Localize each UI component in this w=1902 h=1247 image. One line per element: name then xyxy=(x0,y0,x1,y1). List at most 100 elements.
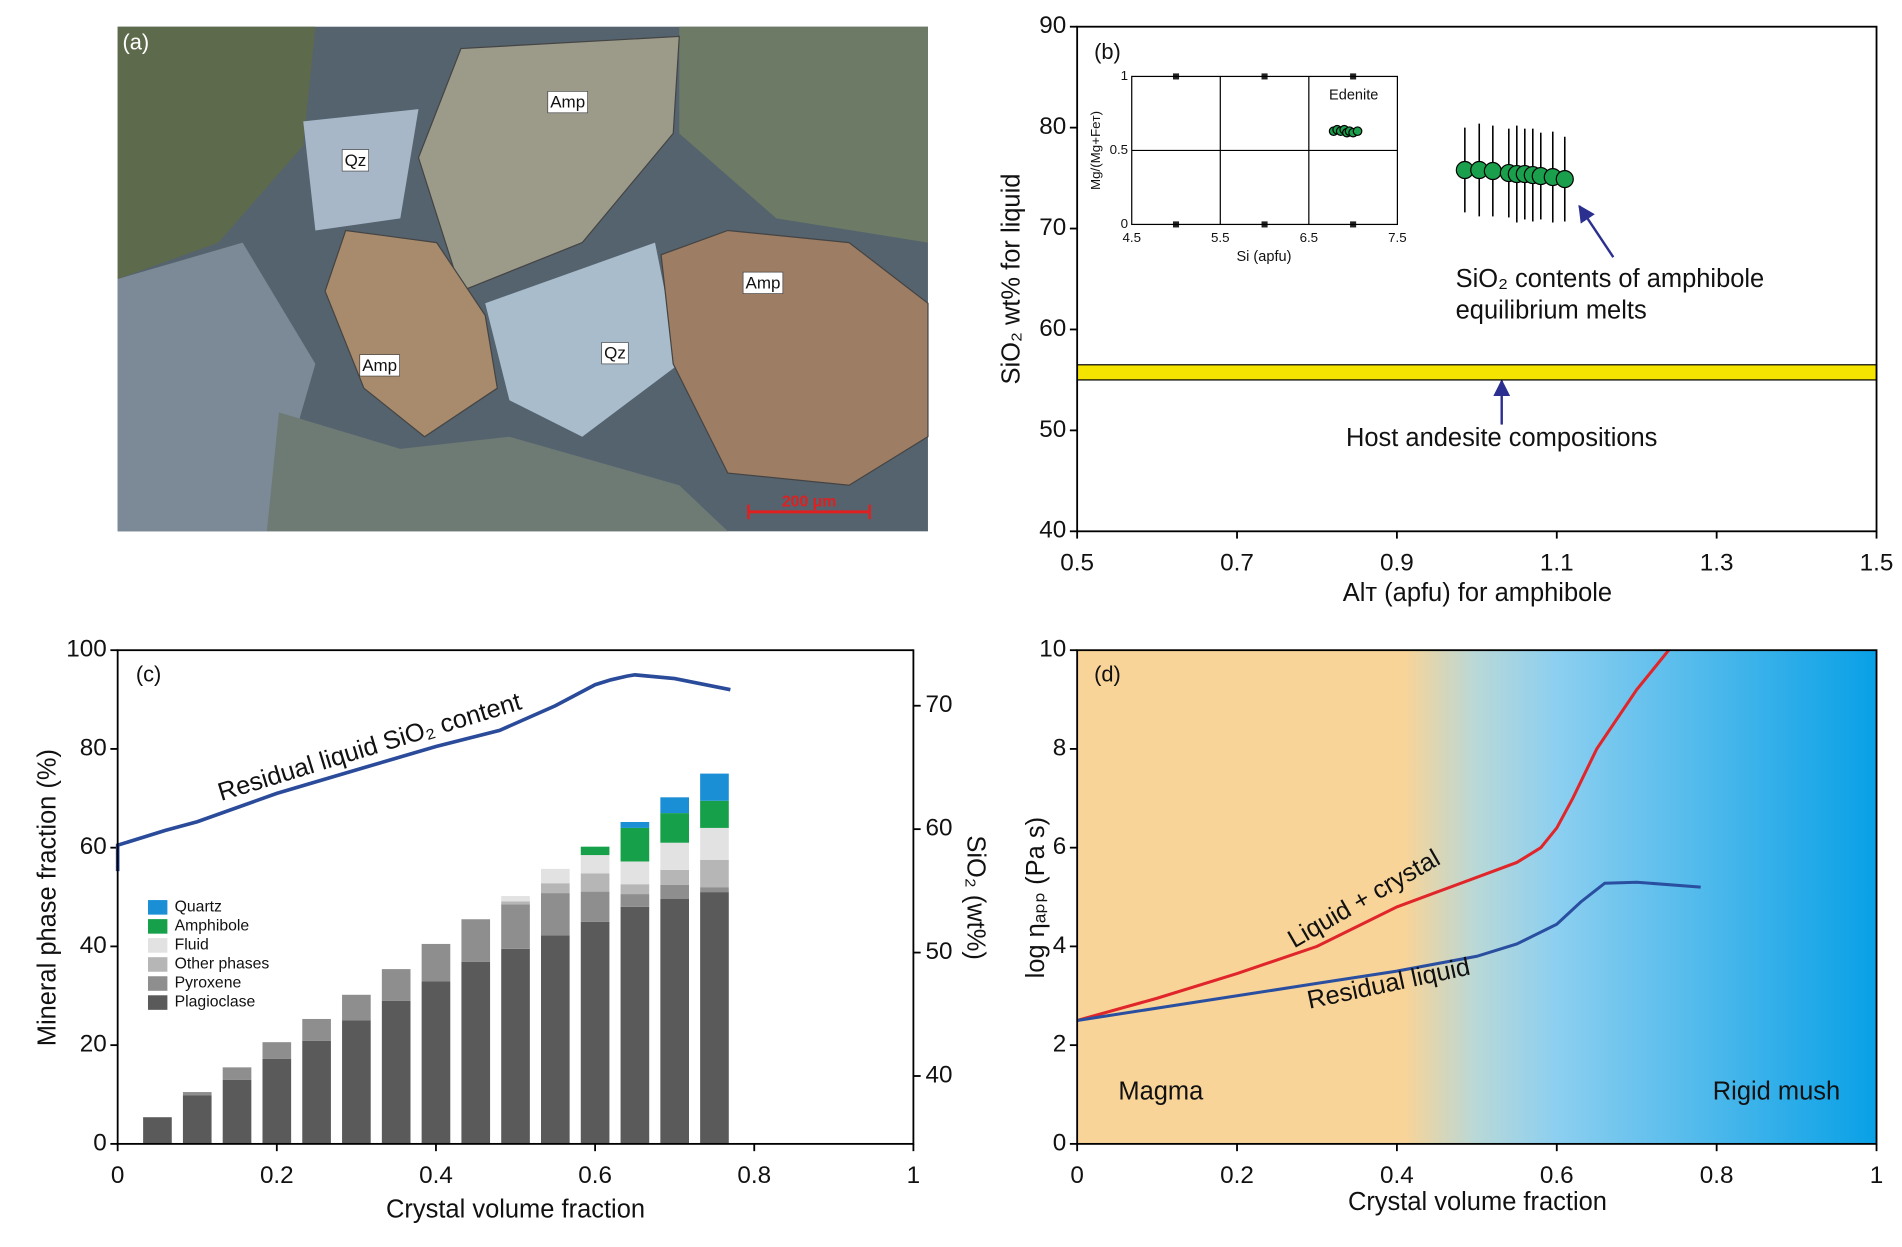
x-tick-label: 5.5 xyxy=(1211,230,1230,245)
bar-segment xyxy=(700,827,729,861)
x-tick-label: 0.2 xyxy=(1220,1162,1254,1189)
panel-label: (c) xyxy=(136,661,161,686)
point xyxy=(1483,161,1502,181)
y-axis-label: log ηₐₚₚ (Pa s) xyxy=(1022,817,1050,979)
bar-segment xyxy=(381,969,411,1001)
bar-segment xyxy=(580,891,610,922)
x-tick-label: 0 xyxy=(1070,1162,1084,1189)
band xyxy=(1076,364,1878,381)
x-tick-label: 0.7 xyxy=(1220,549,1254,576)
photo-grain xyxy=(117,26,316,280)
point xyxy=(1555,169,1574,189)
x-tick-label: 1 xyxy=(1870,1162,1884,1189)
x-tick-label: 7.5 xyxy=(1388,230,1407,245)
micrograph: 200 μm (a) Amp Qz Amp Amp Qz xyxy=(117,26,929,532)
bar-segment xyxy=(262,1042,292,1059)
x-tick-label: 1 xyxy=(907,1162,921,1189)
photo-grain xyxy=(679,26,928,243)
x-tick-label: 6.5 xyxy=(1300,230,1319,245)
photo-label-box xyxy=(547,91,588,114)
legend-label: Amphibole xyxy=(175,918,250,935)
x-tick-label: 0.2 xyxy=(260,1162,294,1189)
bar-segment xyxy=(421,943,451,982)
x-tick-label: 0.8 xyxy=(1700,1162,1734,1189)
y-tick-label: 0 xyxy=(93,1129,107,1156)
photo-label-box xyxy=(359,354,400,377)
legend-label: Pyroxene xyxy=(175,975,242,992)
legend-label: Quartz xyxy=(175,899,222,916)
bar-segment xyxy=(580,921,610,1144)
x-tick-label: 0 xyxy=(111,1162,125,1189)
bar-segment xyxy=(540,868,570,884)
bar-segment xyxy=(540,893,570,936)
scale-bar-label: 200 μm xyxy=(782,493,836,510)
x-tick-label: 0.5 xyxy=(1060,549,1094,576)
line xyxy=(115,673,731,872)
x-tick-label: 0.9 xyxy=(1380,549,1414,576)
point xyxy=(1352,126,1363,137)
bar-segment xyxy=(262,1058,292,1144)
annotation: Host andesite compositions xyxy=(1346,424,1657,452)
bar-segment xyxy=(660,884,689,900)
x-tick-label: 0.4 xyxy=(419,1162,453,1189)
bar-segment xyxy=(660,797,689,814)
legend-swatch xyxy=(147,900,168,915)
annotation: equilibrium melts xyxy=(1456,296,1647,324)
legend-label: Fluid xyxy=(175,937,209,954)
y-axis-label: Mineral phase fraction (%) xyxy=(33,749,61,1046)
bar-segment xyxy=(342,994,371,1021)
line xyxy=(1076,880,1701,1022)
legend-swatch xyxy=(147,957,168,972)
bar-segment xyxy=(501,904,530,949)
plot-frame xyxy=(1076,25,1878,533)
y-tick-label: 90 xyxy=(1039,12,1066,39)
x-tick-label: 0.6 xyxy=(1540,1162,1574,1189)
photo-label: Qz xyxy=(604,344,626,363)
bar-segment xyxy=(461,919,491,962)
photo-label: Amp xyxy=(746,273,781,292)
regime-background xyxy=(1077,650,1877,1144)
y-tick-label: 0 xyxy=(1121,216,1128,231)
y-tick-label: 8 xyxy=(1053,734,1067,761)
photo-label: Amp xyxy=(550,93,585,112)
y-tick-label: 2 xyxy=(1053,1031,1067,1058)
x-tick-label: 1.3 xyxy=(1700,549,1734,576)
bar-segment xyxy=(660,842,689,870)
x-tick-label: 1.5 xyxy=(1860,549,1894,576)
annotation: Residual liquid SiO₂ content xyxy=(215,688,525,807)
arrow xyxy=(1578,204,1615,258)
y-tick-label: 100 xyxy=(66,636,106,663)
legend-swatch xyxy=(147,995,168,1010)
bar-segment xyxy=(700,773,729,801)
bar-segment xyxy=(620,906,650,1144)
x-axis-label: Crystal volume fraction xyxy=(1348,1188,1607,1216)
plot-frame xyxy=(116,649,915,1145)
legend-swatch xyxy=(147,919,168,934)
y-tick-label: 20 xyxy=(80,1031,107,1058)
line xyxy=(1076,649,1670,1022)
bar-segment xyxy=(302,1018,331,1041)
annotation: Edenite xyxy=(1329,88,1378,104)
y2-axis-label: SiO₂ (wt%) xyxy=(961,835,989,960)
bar-segment xyxy=(580,846,610,856)
bar-segment xyxy=(700,887,729,893)
x-tick-label: 0.6 xyxy=(578,1162,612,1189)
photo-label-box xyxy=(742,271,784,294)
y2-tick-label: 40 xyxy=(926,1061,953,1088)
x-tick-label: 4.5 xyxy=(1122,230,1141,245)
y-tick-label: 0 xyxy=(1053,1129,1067,1156)
y-tick-label: 80 xyxy=(1039,113,1066,140)
x-axis-label: Crystal volume fraction xyxy=(386,1195,645,1223)
photo-label-box xyxy=(601,342,629,365)
y-tick-label: 70 xyxy=(1039,214,1066,241)
bar-segment xyxy=(620,894,650,907)
y2-tick-label: 50 xyxy=(926,938,953,965)
panel-label: (a) xyxy=(123,29,150,54)
photo-grain xyxy=(485,242,680,437)
legend-swatch xyxy=(147,976,168,991)
annotation: SiO₂ contents of amphibole xyxy=(1456,265,1765,293)
bar-segment xyxy=(580,873,610,892)
bar-segment xyxy=(222,1079,252,1144)
